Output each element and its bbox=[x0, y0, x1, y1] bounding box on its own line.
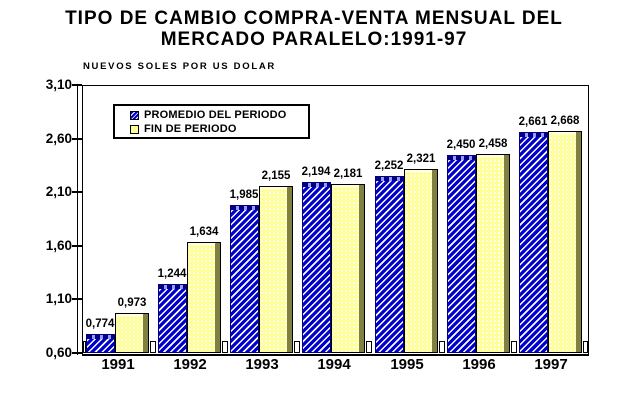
bar-fin-3d-side-edge bbox=[287, 187, 292, 352]
y-axis-tick bbox=[72, 352, 82, 354]
bar-fin-3d-side-edge bbox=[504, 155, 509, 352]
bar-promedio-top-edge bbox=[376, 177, 403, 181]
bar-fin-1993 bbox=[259, 186, 293, 353]
y-axis-tick-label: 1,60 bbox=[45, 237, 72, 253]
x-axis-label-1994: 1994 bbox=[317, 356, 351, 373]
x-axis-label-1993: 1993 bbox=[245, 356, 279, 373]
gap-pillar-3d bbox=[294, 341, 300, 353]
bar-fin-3d-side-edge bbox=[432, 170, 437, 352]
plot-area bbox=[82, 85, 589, 356]
bar-fin-3d-top-edge bbox=[188, 243, 215, 245]
value-label-promedio-1997: 2,661 bbox=[518, 116, 548, 128]
value-label-fin-1996: 2,458 bbox=[478, 138, 508, 150]
y-axis-tick-label: 2,60 bbox=[45, 130, 72, 146]
gap-pillar-3d bbox=[222, 341, 228, 353]
floor-3d-edge-right bbox=[583, 341, 588, 353]
bar-promedio-1997 bbox=[519, 132, 548, 353]
bar-fin-3d-side-edge bbox=[215, 243, 220, 352]
bar-promedio-top-edge bbox=[448, 156, 475, 160]
bar-promedio-top-edge bbox=[231, 206, 258, 210]
gap-pillar-3d bbox=[366, 341, 372, 353]
value-label-fin-1994: 2,181 bbox=[333, 168, 363, 180]
y-axis-tick bbox=[72, 191, 82, 194]
bar-fin-1992 bbox=[187, 242, 221, 353]
bar-promedio-top-edge bbox=[159, 285, 186, 289]
x-axis-label-1996: 1996 bbox=[462, 356, 496, 373]
bar-fin-3d-top-edge bbox=[332, 185, 359, 187]
y-axis-tick-label: 1,10 bbox=[45, 291, 72, 307]
bar-fin-1997 bbox=[548, 131, 582, 353]
legend-item-fin: FIN DE PERIODO bbox=[130, 122, 308, 136]
bar-promedio-top-edge bbox=[520, 133, 547, 137]
y-axis-unit-label: NUEVOS SOLES POR US DOLAR bbox=[83, 61, 276, 72]
value-label-promedio-1996: 2,450 bbox=[446, 139, 476, 151]
value-label-promedio-1993: 1,985 bbox=[229, 189, 259, 201]
bar-fin-1996 bbox=[476, 154, 510, 353]
bar-promedio-1992 bbox=[158, 284, 187, 353]
value-label-promedio-1992: 1,244 bbox=[157, 268, 187, 280]
bar-promedio-1991 bbox=[86, 334, 115, 353]
bar-promedio-top-edge bbox=[87, 335, 114, 339]
value-label-fin-1991: 0,973 bbox=[117, 297, 147, 309]
gap-pillar-3d bbox=[511, 341, 517, 353]
gap-pillar-3d bbox=[150, 341, 156, 353]
chart-title-line1: TIPO DE CAMBIO COMPRA-VENTA MENSUAL DEL bbox=[65, 8, 563, 29]
y-axis-tick-label: 2,10 bbox=[45, 184, 72, 200]
value-label-promedio-1991: 0,774 bbox=[85, 318, 115, 330]
bar-fin-3d-top-edge bbox=[549, 132, 576, 134]
legend-swatch-promedio-icon bbox=[130, 110, 139, 120]
y-axis-tick bbox=[72, 244, 82, 247]
bar-fin-3d-side-edge bbox=[576, 132, 581, 352]
x-axis-label-1995: 1995 bbox=[390, 356, 424, 373]
value-label-fin-1997: 2,668 bbox=[550, 115, 580, 127]
bar-fin-3d-top-edge bbox=[116, 314, 143, 316]
legend-box: PROMEDIO DEL PERIODO FIN DE PERIODO bbox=[113, 104, 310, 139]
bar-fin-1995 bbox=[404, 169, 438, 353]
bar-fin-1994 bbox=[331, 184, 365, 353]
bar-promedio-1994 bbox=[302, 182, 331, 353]
x-axis-label-1991: 1991 bbox=[101, 356, 135, 373]
value-label-fin-1995: 2,321 bbox=[406, 153, 436, 165]
bar-promedio-1995 bbox=[375, 176, 404, 353]
bar-promedio-top-edge bbox=[303, 183, 330, 187]
value-label-fin-1993: 2,155 bbox=[261, 170, 291, 182]
bar-promedio-1996 bbox=[447, 155, 476, 353]
value-label-promedio-1995: 2,252 bbox=[374, 160, 404, 172]
legend-item-promedio: PROMEDIO DEL PERIODO bbox=[130, 108, 308, 122]
bar-fin-3d-side-edge bbox=[143, 314, 148, 352]
legend-swatch-fin-icon bbox=[130, 124, 139, 134]
y-axis-tick bbox=[72, 84, 82, 86]
legend-label-fin: FIN DE PERIODO bbox=[144, 123, 237, 135]
gap-pillar-3d bbox=[439, 341, 445, 353]
y-axis-tick-label: 3,10 bbox=[45, 77, 72, 92]
chart-title-line2: MERCADO PARALELO:1991-97 bbox=[160, 29, 468, 50]
y-axis-tick bbox=[72, 137, 82, 140]
y-axis-tick bbox=[72, 298, 82, 301]
bar-fin-3d-top-edge bbox=[260, 187, 287, 189]
bar-promedio-1993 bbox=[230, 205, 259, 353]
x-axis-label-1997: 1997 bbox=[534, 356, 568, 373]
value-label-promedio-1994: 2,194 bbox=[301, 166, 331, 178]
bar-fin-3d-top-edge bbox=[477, 155, 504, 157]
bar-fin-3d-side-edge bbox=[359, 185, 364, 352]
legend-label-promedio: PROMEDIO DEL PERIODO bbox=[144, 109, 287, 121]
x-axis-label-1992: 1992 bbox=[173, 356, 207, 373]
y-axis-3d-shadow-line bbox=[77, 85, 78, 355]
bar-fin-1991 bbox=[115, 313, 149, 353]
bar-fin-3d-top-edge bbox=[405, 170, 432, 172]
floor-3d-edge bbox=[83, 341, 86, 353]
y-axis-tick-label: 0,60 bbox=[45, 345, 72, 360]
value-label-fin-1992: 1,634 bbox=[189, 226, 219, 238]
